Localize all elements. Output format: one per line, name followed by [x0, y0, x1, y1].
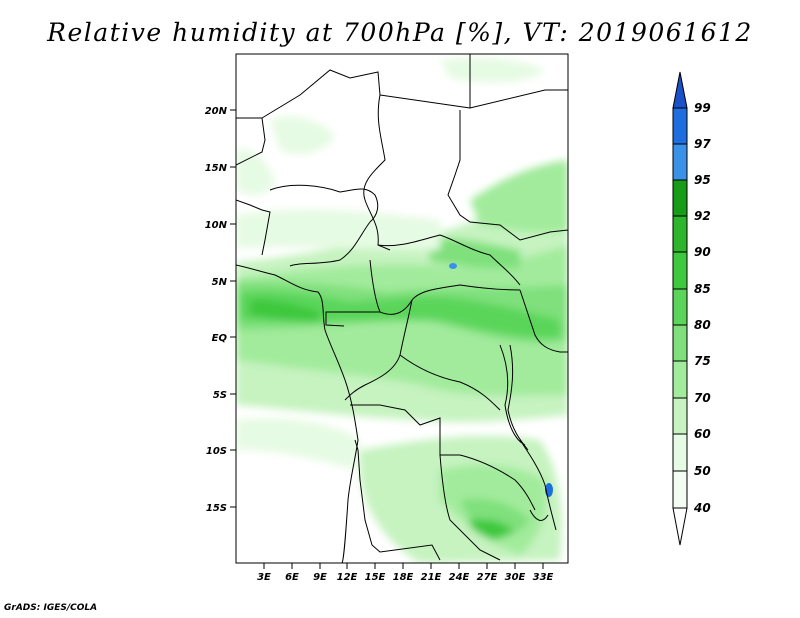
lat-tick: EQ: [212, 333, 236, 344]
lon-tick-label: 3E: [257, 572, 271, 583]
map-frame: [235, 53, 569, 564]
lat-tick: 10N: [205, 220, 236, 231]
colorbar-label: 99: [694, 101, 711, 115]
lat-tick-label: 5N: [212, 277, 228, 288]
lon-tick-label: 9E: [313, 572, 327, 583]
colorbar-segment: [672, 324, 688, 362]
lat-tick-label: EQ: [212, 333, 228, 344]
lat-tick-label: 10S: [206, 446, 227, 457]
colorbar-segment: [672, 360, 688, 399]
colorbar-label: 92: [694, 209, 711, 223]
lon-tick: 3E: [257, 563, 271, 583]
colorbar-segment: [672, 143, 688, 181]
colorbar-label: 60: [694, 427, 711, 441]
chart-title: Relative humidity at 700hPa [%], VT: 201…: [47, 18, 753, 47]
lon-tick: 18E: [393, 563, 414, 583]
lat-tick: 5S: [213, 390, 236, 401]
colorbar-segment: [672, 107, 688, 145]
lat-tick: 5N: [212, 277, 236, 288]
lon-tick-label: 15E: [365, 572, 386, 583]
lat-tick: 15S: [206, 503, 236, 514]
colorbar-segment: [672, 215, 688, 253]
colorbar-segment: [672, 179, 688, 217]
credit-text: GrADS: IGES/COLA: [4, 603, 98, 613]
colorbar-label: 90: [694, 245, 711, 259]
lon-tick: 6E: [285, 563, 299, 583]
lon-tick: 15E: [365, 563, 386, 583]
lon-tick-label: 6E: [285, 572, 299, 583]
lat-tick-label: 5S: [213, 390, 227, 401]
lat-tick-label: 20N: [205, 106, 228, 117]
colorbar-segment: [672, 433, 688, 472]
colorbar-label: 95: [694, 173, 711, 187]
lat-tick: 15N: [205, 163, 236, 174]
colorbar-label: 70: [694, 391, 711, 405]
lat-tick: 10S: [206, 446, 236, 457]
lon-tick: 21E: [421, 563, 442, 583]
lon-tick-label: 24E: [449, 572, 470, 583]
lat-tick-label: 15N: [205, 163, 228, 174]
colorbar-label: 50: [694, 464, 711, 478]
lat-tick-label: 15S: [206, 503, 227, 514]
country-borders: [236, 54, 568, 563]
colorbar-label: 40: [693, 501, 711, 515]
colorbar-segment: [672, 288, 688, 326]
colorbar-segment: [672, 251, 688, 290]
lon-tick: 9E: [313, 563, 327, 583]
lon-tick: 33E: [533, 563, 554, 583]
lon-tick-label: 33E: [533, 572, 554, 583]
lon-tick-label: 27E: [477, 572, 498, 583]
colorbar: 99 97 95 92 90 85 80 75 70 60 50 40: [672, 71, 711, 546]
colorbar-label: 80: [694, 318, 711, 332]
colorbar-segment: [672, 507, 688, 546]
lon-axis: 3E 6E 9E 12E 15E 18E 21E 24E 27E 30E 33E: [257, 563, 554, 583]
colorbar-label: 97: [694, 137, 711, 151]
humidity-shading: [236, 57, 568, 563]
colorbar-label: 85: [694, 282, 711, 296]
lat-axis: 20N 15N 10N 5N EQ 5S 10S 15S: [205, 106, 236, 514]
lon-tick-label: 21E: [421, 572, 442, 583]
colorbar-segment: [672, 71, 688, 109]
colorbar-label: 75: [694, 354, 711, 368]
lon-tick: 24E: [449, 563, 470, 583]
lon-tick-label: 30E: [505, 572, 526, 583]
lat-tick-label: 10N: [205, 220, 228, 231]
lon-tick: 12E: [337, 563, 358, 583]
colorbar-segment: [672, 397, 688, 435]
lon-tick: 30E: [505, 563, 526, 583]
lon-tick-label: 18E: [393, 572, 414, 583]
lon-tick: 27E: [477, 563, 498, 583]
lon-tick-label: 12E: [337, 572, 358, 583]
colorbar-segment: [672, 470, 688, 509]
lat-tick: 20N: [205, 106, 236, 117]
